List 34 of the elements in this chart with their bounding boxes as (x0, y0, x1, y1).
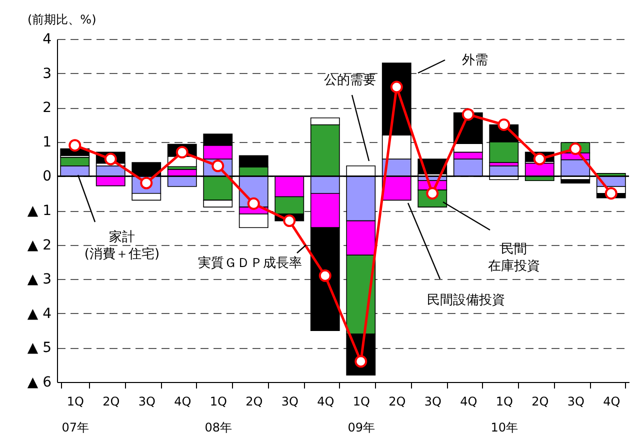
x-tick-label: 1Q 09年 (348, 394, 376, 434)
x-tick-label: 1Q 10年 (490, 394, 518, 434)
y-tick-label: ▲ 4 (27, 306, 52, 322)
y-tick-label: ▲ 1 (27, 203, 52, 219)
y-tick-label: 0 (42, 168, 52, 185)
x-tick-label: 4Q (174, 394, 192, 408)
y-tick-label: 1 (42, 134, 52, 150)
x-tick-label: 2Q (246, 394, 263, 408)
series-label: 実質ＧＤＰ成長率 (198, 255, 302, 271)
x-tick-label: 4Q (317, 394, 334, 408)
text: 民間在庫投資 (488, 242, 540, 274)
x-tick-label: 2Q (532, 394, 549, 408)
y-tick-label: ▲ 2 (27, 237, 52, 254)
text: 家計 (消費＋住宅) (84, 229, 160, 262)
y-tick-label: 4 (42, 32, 52, 48)
x-tick-label: 4Q (460, 394, 478, 408)
x-tick-label: 3Q (138, 394, 156, 408)
y-tick-label: ▲ 3 (27, 272, 52, 288)
y-axis-title: (前期比、%) (28, 12, 96, 26)
y-tick-label: ▲ 5 (27, 340, 52, 356)
x-tick-label: 4Q (603, 394, 620, 408)
x-tick-label: 3Q (281, 394, 298, 408)
legend-label: 外需 (462, 53, 488, 68)
x-tick-label: 1Q 07年 (62, 394, 90, 434)
x-tick-label: 2Q (102, 394, 120, 408)
x-tick-label: 2Q (388, 394, 406, 408)
x-tick-label: 1Q 08年 (204, 394, 232, 434)
text: 民間設備投資 (427, 293, 505, 308)
x-tick-label: 3Q (424, 394, 442, 408)
y-tick-label: ▲ 6 (27, 374, 52, 390)
x-tick-label: 3Q (567, 394, 584, 408)
y-tick-label: 2 (42, 100, 52, 116)
text: 公的需要 (324, 73, 376, 88)
y-tick-label: 3 (42, 66, 52, 82)
